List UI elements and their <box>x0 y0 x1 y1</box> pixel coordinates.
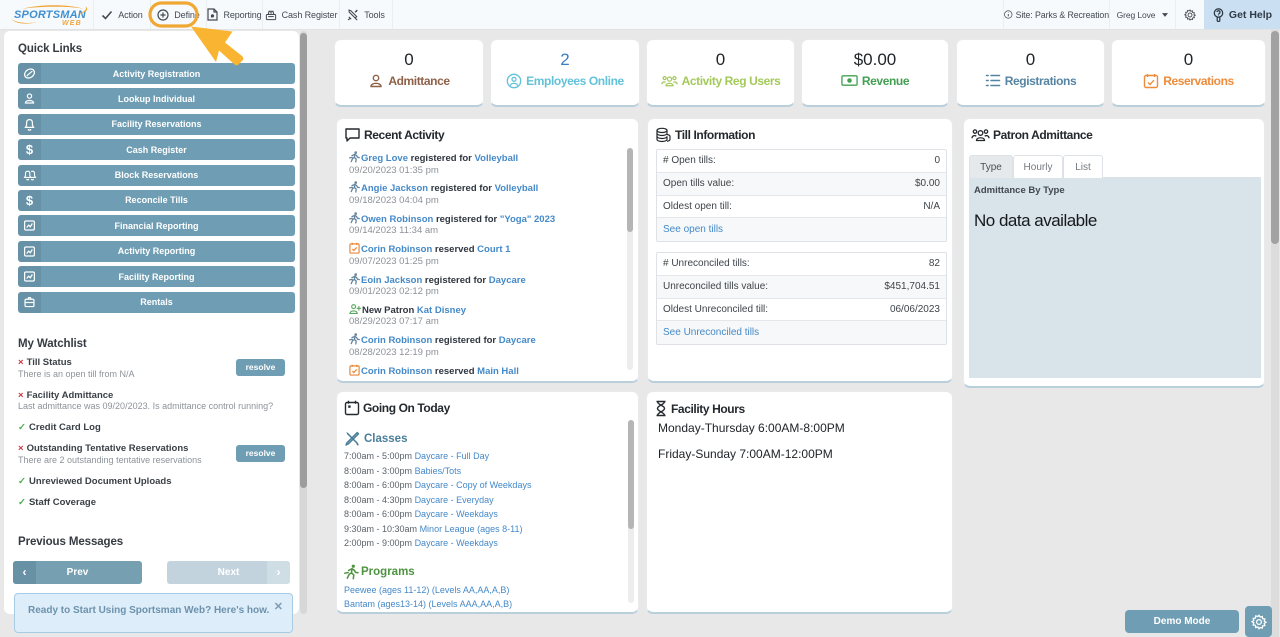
svg-text:SPORTSMAN: SPORTSMAN <box>14 9 87 21</box>
svg-text:WEB: WEB <box>62 20 82 27</box>
